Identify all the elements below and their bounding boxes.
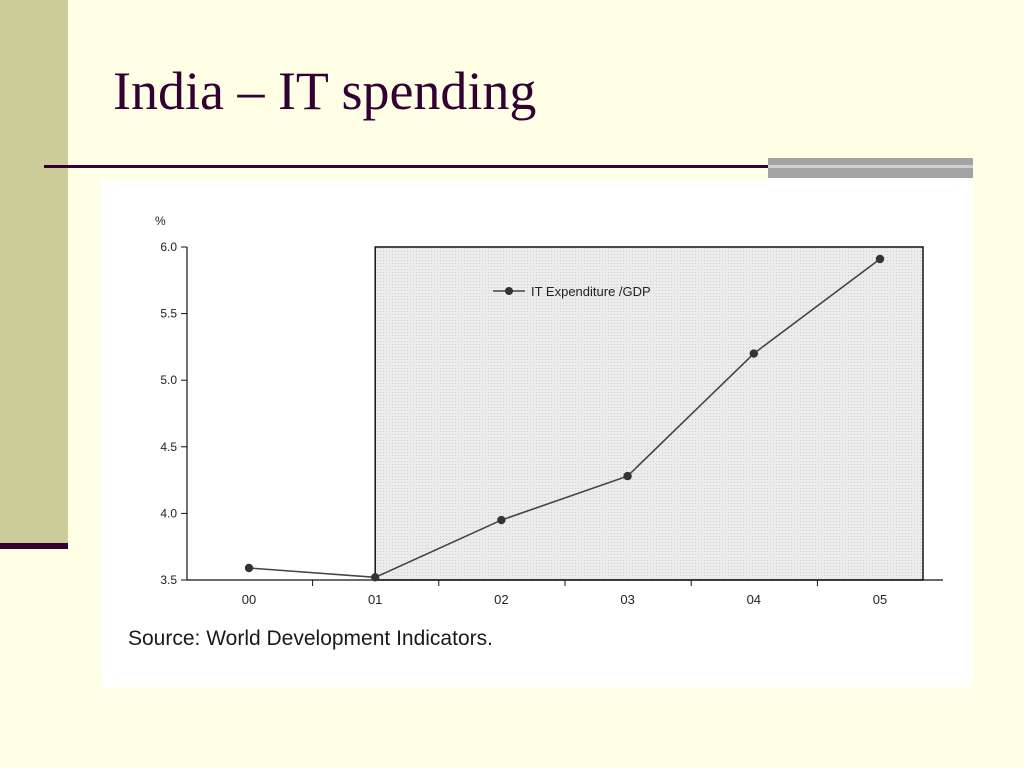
x-tick-label: 03 [620,592,634,607]
x-tick-label: 00 [242,592,256,607]
x-tick-label: 01 [368,592,382,607]
series-line [248,258,881,579]
y-tick-label: 5.0 [160,373,177,387]
data-point [875,254,885,264]
x-tick-label: 04 [747,592,761,607]
legend-label: IT Expenditure /GDP [531,284,651,299]
y-axis-unit-label: % [155,214,166,228]
x-tick-label: 02 [494,592,508,607]
y-tick-label: 4.0 [160,506,177,520]
data-point [749,349,758,358]
title-divider-accent-line [768,165,973,168]
title-divider-accent [768,158,973,178]
y-tick-label: 4.5 [160,440,177,454]
legend-marker [505,287,513,295]
slide-sidebar-accent [0,543,68,549]
y-tick-label: 5.5 [160,307,177,321]
y-tick-label: 3.5 [160,573,177,587]
slide-title: India – IT spending [113,61,537,121]
title-divider [44,165,774,168]
slide-sidebar-decoration [0,0,68,545]
chart-panel: % 6.0 5.5 5.0 4.5 4.0 3.5 00 01 02 03 04 05 IT Expend… [101,179,973,687]
y-tick-label: 6.0 [160,240,177,254]
shaded-period-region [374,246,924,581]
source-note: Source: World Development Indicators. [128,627,493,650]
data-point [244,563,254,573]
it-spending-line-chart: % 6.0 5.5 5.0 4.5 4.0 3.5 00 01 02 03 04 05 IT Expend… [155,214,943,607]
data-point [497,515,506,525]
data-point [623,471,632,481]
data-point [371,573,380,582]
x-tick-label: 05 [873,592,887,607]
